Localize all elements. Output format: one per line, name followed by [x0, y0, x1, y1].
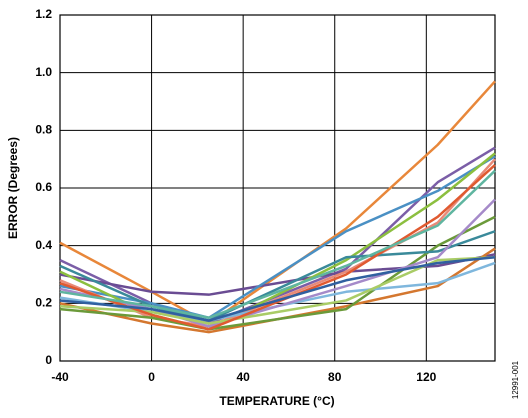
y-tick-label: 0.6: [35, 180, 52, 194]
series-line: [59, 164, 496, 331]
x-tick-label: -40: [51, 370, 69, 384]
x-tick-label: 0: [148, 370, 155, 384]
figure-id: 12991-001: [511, 360, 520, 399]
series-line: [59, 215, 496, 331]
x-tick-label: 80: [328, 370, 342, 384]
series-line: [59, 255, 496, 322]
y-tick-label: 0.8: [35, 123, 52, 137]
series-line: [59, 255, 496, 325]
x-tick-label: 40: [236, 370, 250, 384]
y-tick-label: 0: [45, 353, 52, 367]
series-line: [59, 169, 496, 319]
x-tick-label: 120: [416, 370, 436, 384]
y-axis-label: ERROR (Degrees): [6, 137, 20, 239]
y-tick-label: 1.2: [35, 7, 52, 21]
y-tick-label: 0.4: [35, 238, 52, 252]
x-axis-label: TEMPERATURE (°C): [219, 394, 334, 408]
y-tick-label: 0.2: [35, 296, 52, 310]
series-line: [59, 146, 496, 325]
y-tick-label: 1.0: [35, 65, 52, 79]
series-line: [59, 253, 496, 296]
series-line: [59, 198, 496, 328]
